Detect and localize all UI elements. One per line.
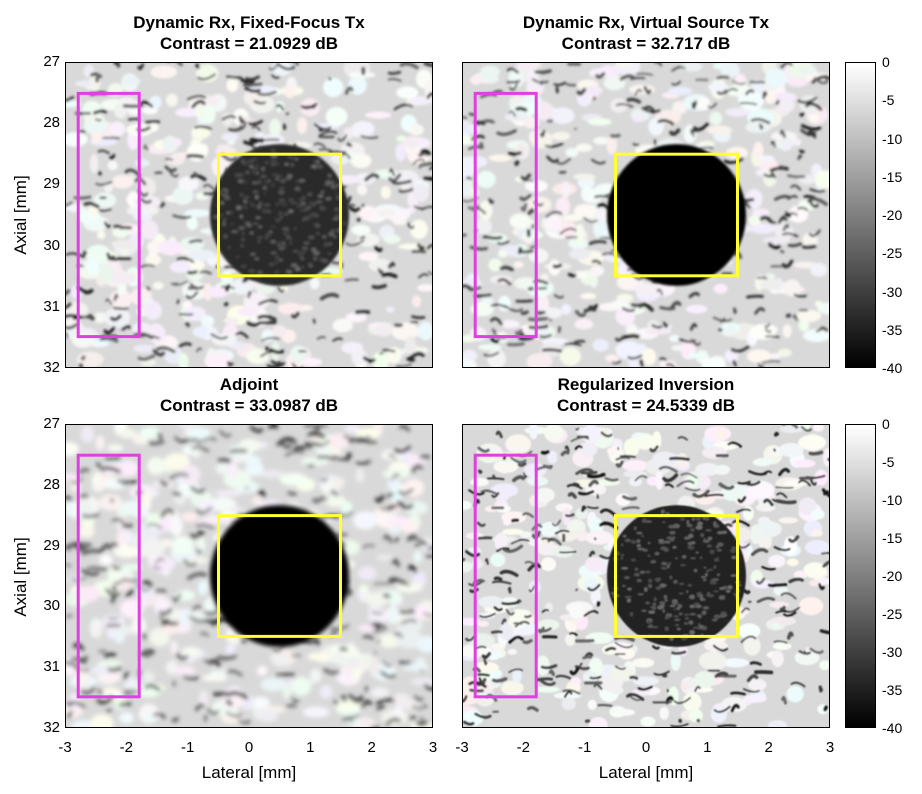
x-tick-label: 1: [306, 739, 315, 756]
title-line-1: Adjoint: [219, 375, 279, 394]
roi-inside-box: [217, 514, 342, 638]
image-panel-adjoint: [65, 424, 433, 728]
x-axis-label-left: Lateral [mm]: [201, 763, 297, 782]
colorbar-tick-label: -30: [882, 283, 903, 300]
y-tick-label: 32: [43, 359, 60, 376]
panel-title-top-left: Dynamic Rx, Fixed-Focus Tx Contrast = 21…: [65, 12, 433, 54]
y-tick-label: 27: [43, 415, 60, 432]
y-tick-label: 30: [43, 236, 60, 254]
image-panel-regularized-inversion: [462, 424, 830, 728]
cyst-region: [606, 144, 747, 286]
title-line-2: Contrast = 32.717 dB: [561, 34, 731, 53]
x-tick-label: 2: [367, 739, 376, 756]
roi-background-box: [76, 91, 141, 339]
colorbar-tick-label: -20: [882, 568, 903, 584]
x-tick-label: 3: [825, 739, 835, 756]
y-tick-label: 29: [43, 175, 60, 193]
colorbar-tick-label: -10: [882, 492, 903, 508]
y-tick-label: 28: [43, 114, 60, 132]
y-tick-label: 32: [43, 719, 60, 736]
image-panel-fixed-focus: [65, 62, 433, 368]
y-tick-label: 31: [43, 297, 60, 315]
colorbar-bottom: [845, 424, 876, 728]
x-tick-label: -2: [516, 739, 530, 756]
x-tick-label: 1: [703, 739, 712, 756]
title-line-2: Contrast = 21.0929 dB: [159, 34, 339, 53]
speckle-image: [463, 425, 829, 727]
x-tick-label: -3: [455, 739, 469, 756]
x-tick-label: 3: [428, 739, 438, 756]
colorbar-tick-label: -15: [882, 168, 903, 185]
x-tick-label: 2: [764, 739, 773, 756]
colorbar-tick-label: -15: [882, 530, 903, 546]
y-axis-label-top: Axial [mm]: [11, 175, 30, 255]
y-axis-label-bottom: Axial [mm]: [11, 537, 30, 617]
colorbar-top: [845, 62, 876, 368]
colorbar-tick-label: -30: [882, 644, 903, 660]
title-line-1: Regularized Inversion: [557, 375, 735, 394]
colorbar-tick-label: -5: [882, 454, 895, 470]
title-line-1: Dynamic Rx, Virtual Source Tx: [522, 13, 770, 32]
panel-title-bottom-left: Adjoint Contrast = 33.0987 dB: [65, 374, 433, 416]
y-tick-label: 30: [43, 597, 60, 615]
x-tick-label: 0: [641, 739, 651, 756]
colorbar-tick-label: -10: [882, 130, 903, 147]
colorbar-tick-label: 0: [882, 54, 890, 70]
x-tick-label: -3: [58, 739, 72, 756]
colorbar-tick-label: -5: [882, 92, 895, 109]
x-tick-label: -1: [180, 739, 195, 756]
y-tick-label: 31: [43, 658, 60, 676]
title-line-2: Contrast = 24.5339 dB: [556, 396, 736, 415]
colorbar-tick-label: -40: [882, 360, 903, 376]
speckle-image: [66, 63, 432, 367]
colorbar-tick-label: -25: [882, 606, 903, 622]
roi-inside-box: [614, 152, 739, 278]
speckle-image: [463, 63, 829, 367]
x-tick-label: -1: [577, 739, 592, 756]
cyst-region: [606, 505, 747, 647]
x-axis-label-right: Lateral [mm]: [598, 763, 694, 782]
colorbar-tick-label: -35: [882, 321, 903, 338]
roi-inside-box: [217, 152, 342, 278]
x-tick-label: 0: [244, 739, 254, 756]
image-panel-virtual-source: [462, 62, 830, 368]
roi-background-box: [473, 453, 538, 699]
colorbar-tick-label: -40: [882, 720, 903, 736]
speckle-image: [66, 425, 432, 727]
panel-title-bottom-right: Regularized Inversion Contrast = 24.5339…: [462, 374, 830, 416]
colorbar-tick-label: -25: [882, 245, 903, 262]
panel-title-top-right: Dynamic Rx, Virtual Source Tx Contrast =…: [462, 12, 830, 54]
colorbar-tick-label: -20: [882, 207, 903, 223]
roi-inside-box: [614, 514, 739, 638]
cyst-region: [209, 505, 350, 647]
y-tick-label: 29: [43, 536, 60, 554]
title-line-1: Dynamic Rx, Fixed-Focus Tx: [133, 13, 365, 32]
x-tick-label: -2: [119, 739, 133, 756]
colorbar-tick-label: 0: [882, 416, 890, 432]
roi-background-box: [76, 453, 141, 699]
y-tick-label: 27: [43, 53, 60, 70]
colorbar-tick-label: -35: [882, 682, 903, 698]
roi-background-box: [473, 91, 538, 339]
y-tick-label: 28: [43, 475, 60, 493]
title-line-2: Contrast = 33.0987 dB: [159, 396, 339, 415]
